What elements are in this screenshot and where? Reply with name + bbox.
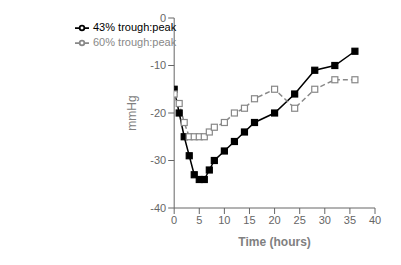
svg-text:-10: -10 xyxy=(150,59,166,71)
svg-text:30: 30 xyxy=(319,214,331,226)
svg-text:-30: -30 xyxy=(150,154,166,166)
svg-text:5: 5 xyxy=(196,214,202,226)
svg-text:35: 35 xyxy=(344,214,356,226)
svg-text:Time (hours): Time (hours) xyxy=(238,235,310,249)
svg-text:mmHg: mmHg xyxy=(125,95,139,130)
svg-text:25: 25 xyxy=(294,214,306,226)
svg-text:20: 20 xyxy=(268,214,280,226)
svg-text:15: 15 xyxy=(243,214,255,226)
svg-text:0: 0 xyxy=(171,214,177,226)
svg-text:-40: -40 xyxy=(150,202,166,214)
html-text:60% trough:peak: 60% trough:peak xyxy=(93,36,177,49)
svg-text:0: 0 xyxy=(160,12,166,24)
svg-text:40: 40 xyxy=(369,214,381,226)
svg-text:10: 10 xyxy=(218,214,230,226)
html-text:43% trough:peak: 43% trough:peak xyxy=(93,21,177,33)
svg-text:-20: -20 xyxy=(150,107,166,119)
